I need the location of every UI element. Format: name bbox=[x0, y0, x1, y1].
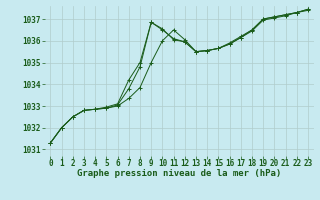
X-axis label: Graphe pression niveau de la mer (hPa): Graphe pression niveau de la mer (hPa) bbox=[77, 169, 281, 178]
